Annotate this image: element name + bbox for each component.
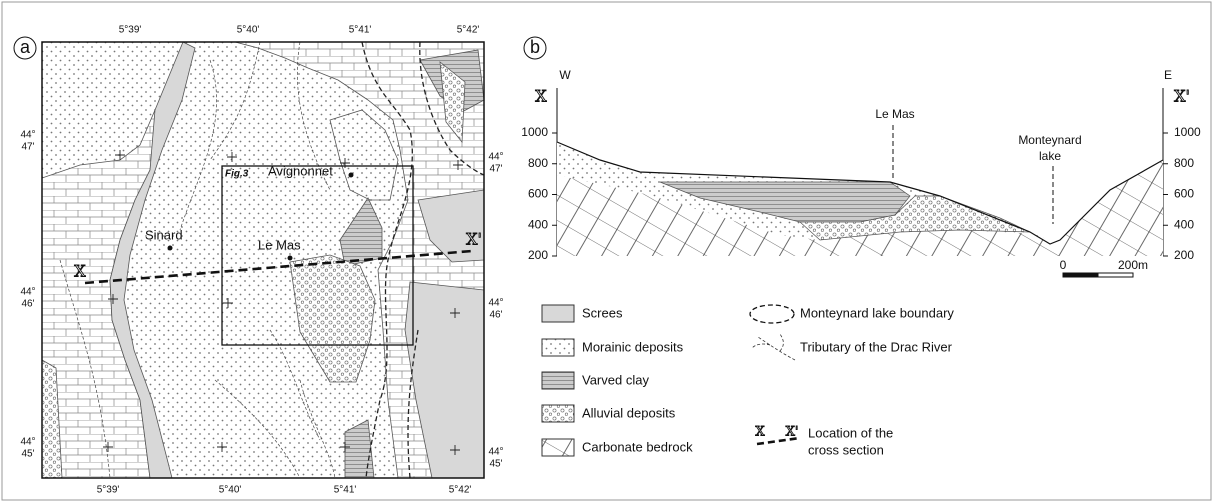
scale-bar [1062, 272, 1099, 278]
place-label: Le Mas [258, 237, 301, 252]
section-marker: X [74, 262, 86, 281]
section-line [84, 249, 473, 285]
panel-badge [523, 36, 547, 60]
lat-label: 45' [489, 459, 502, 470]
elevation-label: 600 [528, 187, 548, 201]
alluvial-area [42, 359, 63, 478]
legend-symbol-label: X [755, 425, 765, 440]
scale-label: 200m [1118, 258, 1148, 272]
elevation-label: 200 [1174, 248, 1194, 262]
place-dot [167, 245, 173, 251]
lat-label: 44° [20, 437, 35, 448]
legend-symbol [749, 304, 795, 324]
lon-label: 5°42' [457, 25, 480, 36]
scale-bar [1097, 272, 1134, 278]
bedrock [557, 160, 1163, 256]
lon-label: 5°42' [449, 485, 472, 496]
scale-label: 0 [1060, 258, 1067, 272]
alluvial-area [289, 254, 376, 383]
place-dot [287, 255, 293, 261]
legend-label: Morainic deposits [582, 339, 684, 354]
lon-label: 5°41' [349, 25, 372, 36]
section-label: Monteynard [1018, 133, 1081, 147]
lat-label: 44° [488, 447, 503, 458]
legend-swatch [541, 371, 575, 390]
lon-label: 5°40' [237, 25, 260, 36]
lon-label: 5°39' [119, 25, 142, 36]
lon-label: 5°40' [219, 485, 242, 496]
lat-label: 46' [489, 310, 502, 321]
lat-label: 44° [20, 287, 35, 298]
section-marker: X [535, 87, 547, 106]
lon-label: 5°39' [97, 485, 120, 496]
legend-swatch [541, 438, 575, 457]
lon-label: 5°41' [334, 485, 357, 496]
legend-label: Location of the [808, 425, 893, 440]
graticule-cross [103, 150, 463, 455]
lat-label: 46' [21, 299, 34, 310]
elevation-label: 1000 [1174, 125, 1201, 139]
section-label: Le Mas [875, 107, 914, 121]
elevation-label: 600 [1174, 187, 1194, 201]
panel-badge [13, 36, 37, 60]
section-marker: X' [466, 230, 482, 249]
legend-label: Carbonate bedrock [582, 439, 693, 454]
lat-label: 45' [21, 449, 34, 460]
elevation-label: 400 [1174, 217, 1194, 231]
legend-label: Varved clay [582, 372, 649, 387]
lat-label: 47' [489, 164, 502, 175]
direction: E [1164, 68, 1172, 82]
legend-symbol-label: X' [786, 425, 799, 440]
legend-swatch [541, 404, 575, 423]
legend-symbol [756, 436, 801, 446]
place-label: Avignonnet [268, 163, 333, 178]
panel-label: b [530, 37, 540, 57]
morainic-area [329, 109, 399, 201]
alluvial-area [439, 61, 466, 144]
direction: W [559, 68, 571, 82]
map [42, 42, 484, 478]
legend-label: Tributary of the Drac River [800, 339, 953, 354]
legend-swatch [541, 304, 575, 323]
legend-label: cross section [808, 442, 884, 457]
map-frame [41, 41, 485, 479]
tributary [59, 42, 336, 478]
elevation-label: 800 [528, 156, 548, 170]
lat-label: 47' [21, 142, 34, 153]
ground-surface [556, 141, 1164, 245]
legend-label: Screes [582, 305, 623, 320]
legend-label: Monteynard lake boundary [800, 305, 954, 320]
lat-label: 44° [20, 130, 35, 141]
elevation-label: 400 [528, 217, 548, 231]
screes-area [417, 189, 484, 263]
section-label: lake [1039, 149, 1061, 163]
screes-area [109, 42, 196, 478]
lake-boundary [361, 42, 413, 478]
varved-clay-area [344, 419, 375, 478]
lat-label: 44° [488, 298, 503, 309]
elevation-label: 200 [528, 248, 548, 262]
panel-label: a [20, 37, 31, 57]
screes-area [404, 281, 484, 478]
inset-label: Fig.3 [225, 169, 249, 180]
legend-symbol [751, 333, 796, 361]
place-label: Sinard [145, 227, 183, 242]
elevation-label: 800 [1174, 156, 1194, 170]
section-marker: X' [1174, 87, 1190, 106]
place-dot [348, 172, 354, 178]
alluvial-section [799, 195, 1031, 241]
lat-label: 44° [488, 152, 503, 163]
lake-boundary [407, 42, 484, 478]
elevation-label: 1000 [521, 125, 548, 139]
legend-label: Alluvial deposits [582, 405, 676, 420]
legend-swatch [541, 338, 575, 357]
